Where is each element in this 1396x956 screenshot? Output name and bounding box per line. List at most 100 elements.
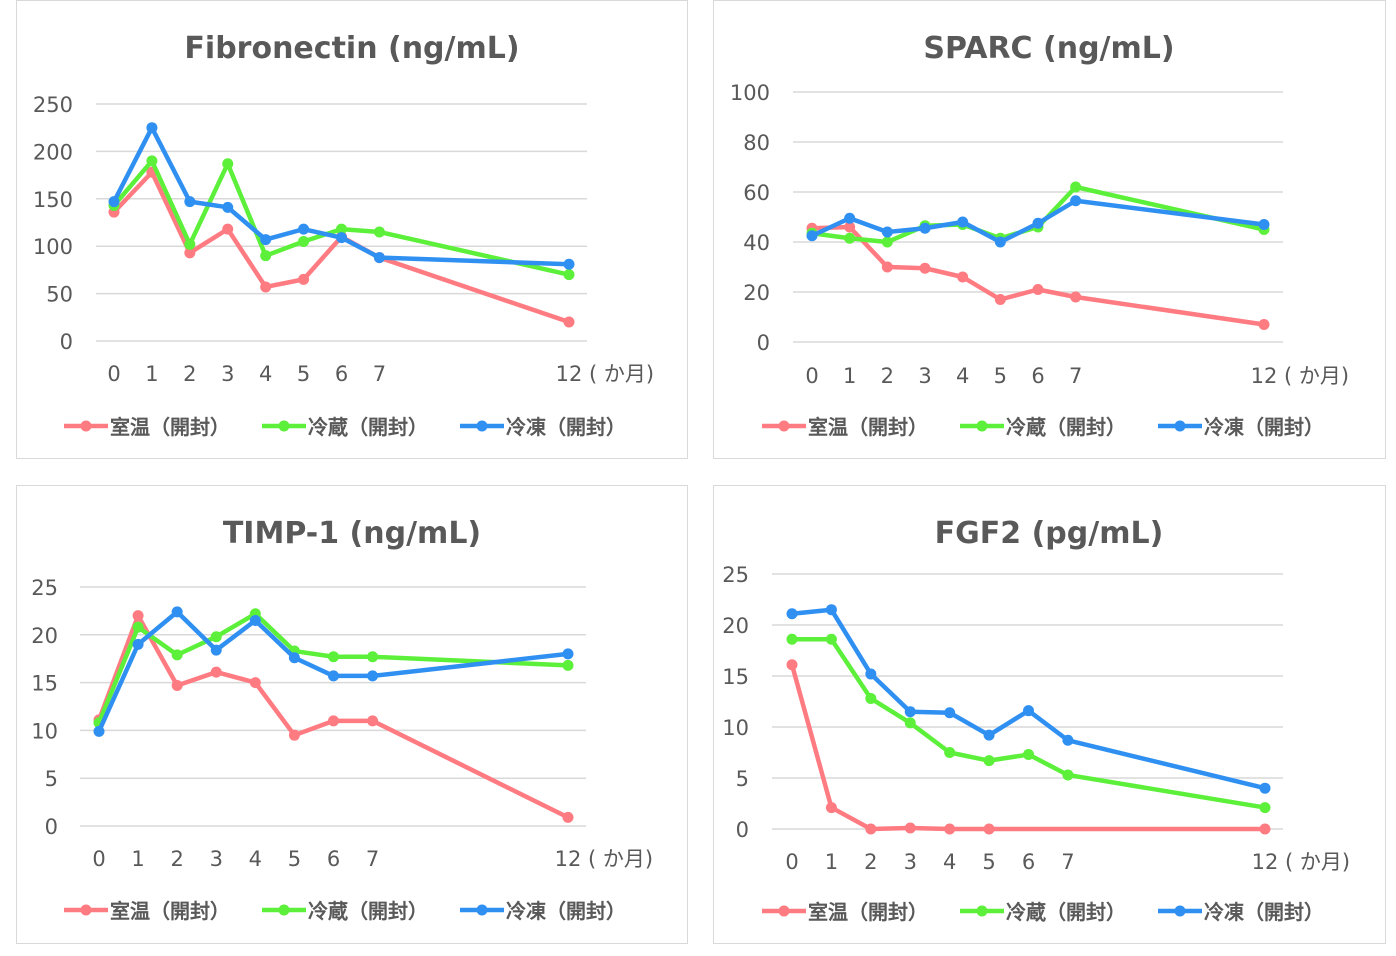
data-point [222,223,234,235]
x-axis-unit-label: ( か月) [588,847,653,871]
data-point [904,822,916,834]
data-point [336,223,347,235]
y-tick-label: 100 [730,81,770,105]
data-point [881,236,893,248]
y-tick-label: 0 [736,818,749,842]
data-point [944,707,956,719]
data-point [373,252,385,264]
data-point [944,747,956,758]
data-point [367,715,379,727]
series-line-1 [111,170,572,325]
data-point [919,222,931,234]
x-tick-label: 5 [982,850,995,874]
x-tick-label: 4 [249,847,262,871]
x-tick-label: 5 [994,364,1007,388]
data-point [222,158,234,170]
data-point [249,614,261,626]
data-point [132,621,144,633]
legend-marker-icon [976,905,988,917]
y-tick-label: 5 [45,767,58,791]
x-tick-label: 12 [555,847,582,871]
data-point [184,238,196,250]
data-point [994,294,1006,305]
x-tick-label: 3 [210,847,223,871]
data-point [298,273,310,285]
legend-label: 室温（開封） [110,899,230,923]
x-tick-label: 0 [805,364,818,388]
data-point [806,230,818,242]
data-point [786,633,798,645]
data-point [328,715,339,727]
data-point [171,679,183,691]
data-point [336,232,347,244]
y-tick-label: 15 [31,672,58,696]
x-tick-label: 12 [1252,850,1279,874]
legend-label: 冷凍（開封） [506,415,626,439]
data-point [983,823,995,835]
legend-marker-icon [778,905,790,917]
data-point [93,725,105,737]
data-point [563,316,575,328]
data-point [132,610,144,622]
y-tick-label: 250 [33,93,73,117]
y-tick-label: 20 [31,624,58,648]
data-point [904,706,916,718]
data-point [1070,195,1082,207]
x-tick-label: 5 [297,362,310,386]
y-tick-label: 20 [743,281,770,305]
x-tick-label: 7 [366,847,379,871]
data-point [1258,219,1270,230]
data-point [957,271,969,283]
x-tick-label: 4 [259,362,272,386]
data-point [373,226,385,238]
data-point [288,652,300,664]
y-tick-label: 10 [722,716,749,740]
data-point [562,811,574,823]
y-tick-label: 100 [33,235,73,259]
data-point [108,196,120,208]
x-tick-label: 6 [327,847,340,871]
legend-label: 冷蔵（開封） [308,415,428,439]
y-tick-label: 40 [743,231,770,255]
data-point [1023,749,1034,761]
data-point [184,196,196,208]
x-tick-label: 4 [943,850,956,874]
data-point [328,670,339,682]
x-axis-unit-label: ( か月) [1284,364,1349,388]
legend-label: 室温（開封） [808,415,928,439]
legend-label: 冷蔵（開封） [1006,415,1126,439]
data-point [563,258,575,270]
data-point [171,649,183,661]
data-point [983,729,995,741]
legend-marker-icon [778,420,790,432]
data-point [865,823,877,835]
data-point [904,717,916,729]
data-point [367,651,379,663]
data-point [1023,705,1034,717]
chart-panel-fibronectin: Fibronectin (ng/mL) 0 50 100 150 200 250 0 1 2 3 4 5… [16,0,688,459]
data-point [260,281,272,293]
x-tick-label: 2 [864,850,877,874]
x-tick-label: 2 [170,847,183,871]
x-tick-label: 2 [881,364,894,388]
data-point [1258,319,1270,330]
x-tick-label: 0 [107,362,120,386]
x-tick-label: 7 [373,362,386,386]
legend-label: 冷凍（開封） [1204,415,1324,439]
data-point [260,250,272,262]
data-point [210,644,222,656]
chart-title: TIMP-1 (ng/mL) [223,516,481,551]
y-tick-label: 50 [46,283,73,307]
legend-label: 冷蔵（開封） [1006,900,1126,924]
data-point [249,677,261,689]
data-point [210,666,222,678]
data-point [844,221,856,233]
data-point [184,247,196,259]
x-tick-label: 1 [843,364,856,388]
legend-label: 室温（開封） [110,415,230,439]
legend-marker-icon [476,420,488,432]
data-point [825,633,837,645]
data-point [1032,217,1044,229]
